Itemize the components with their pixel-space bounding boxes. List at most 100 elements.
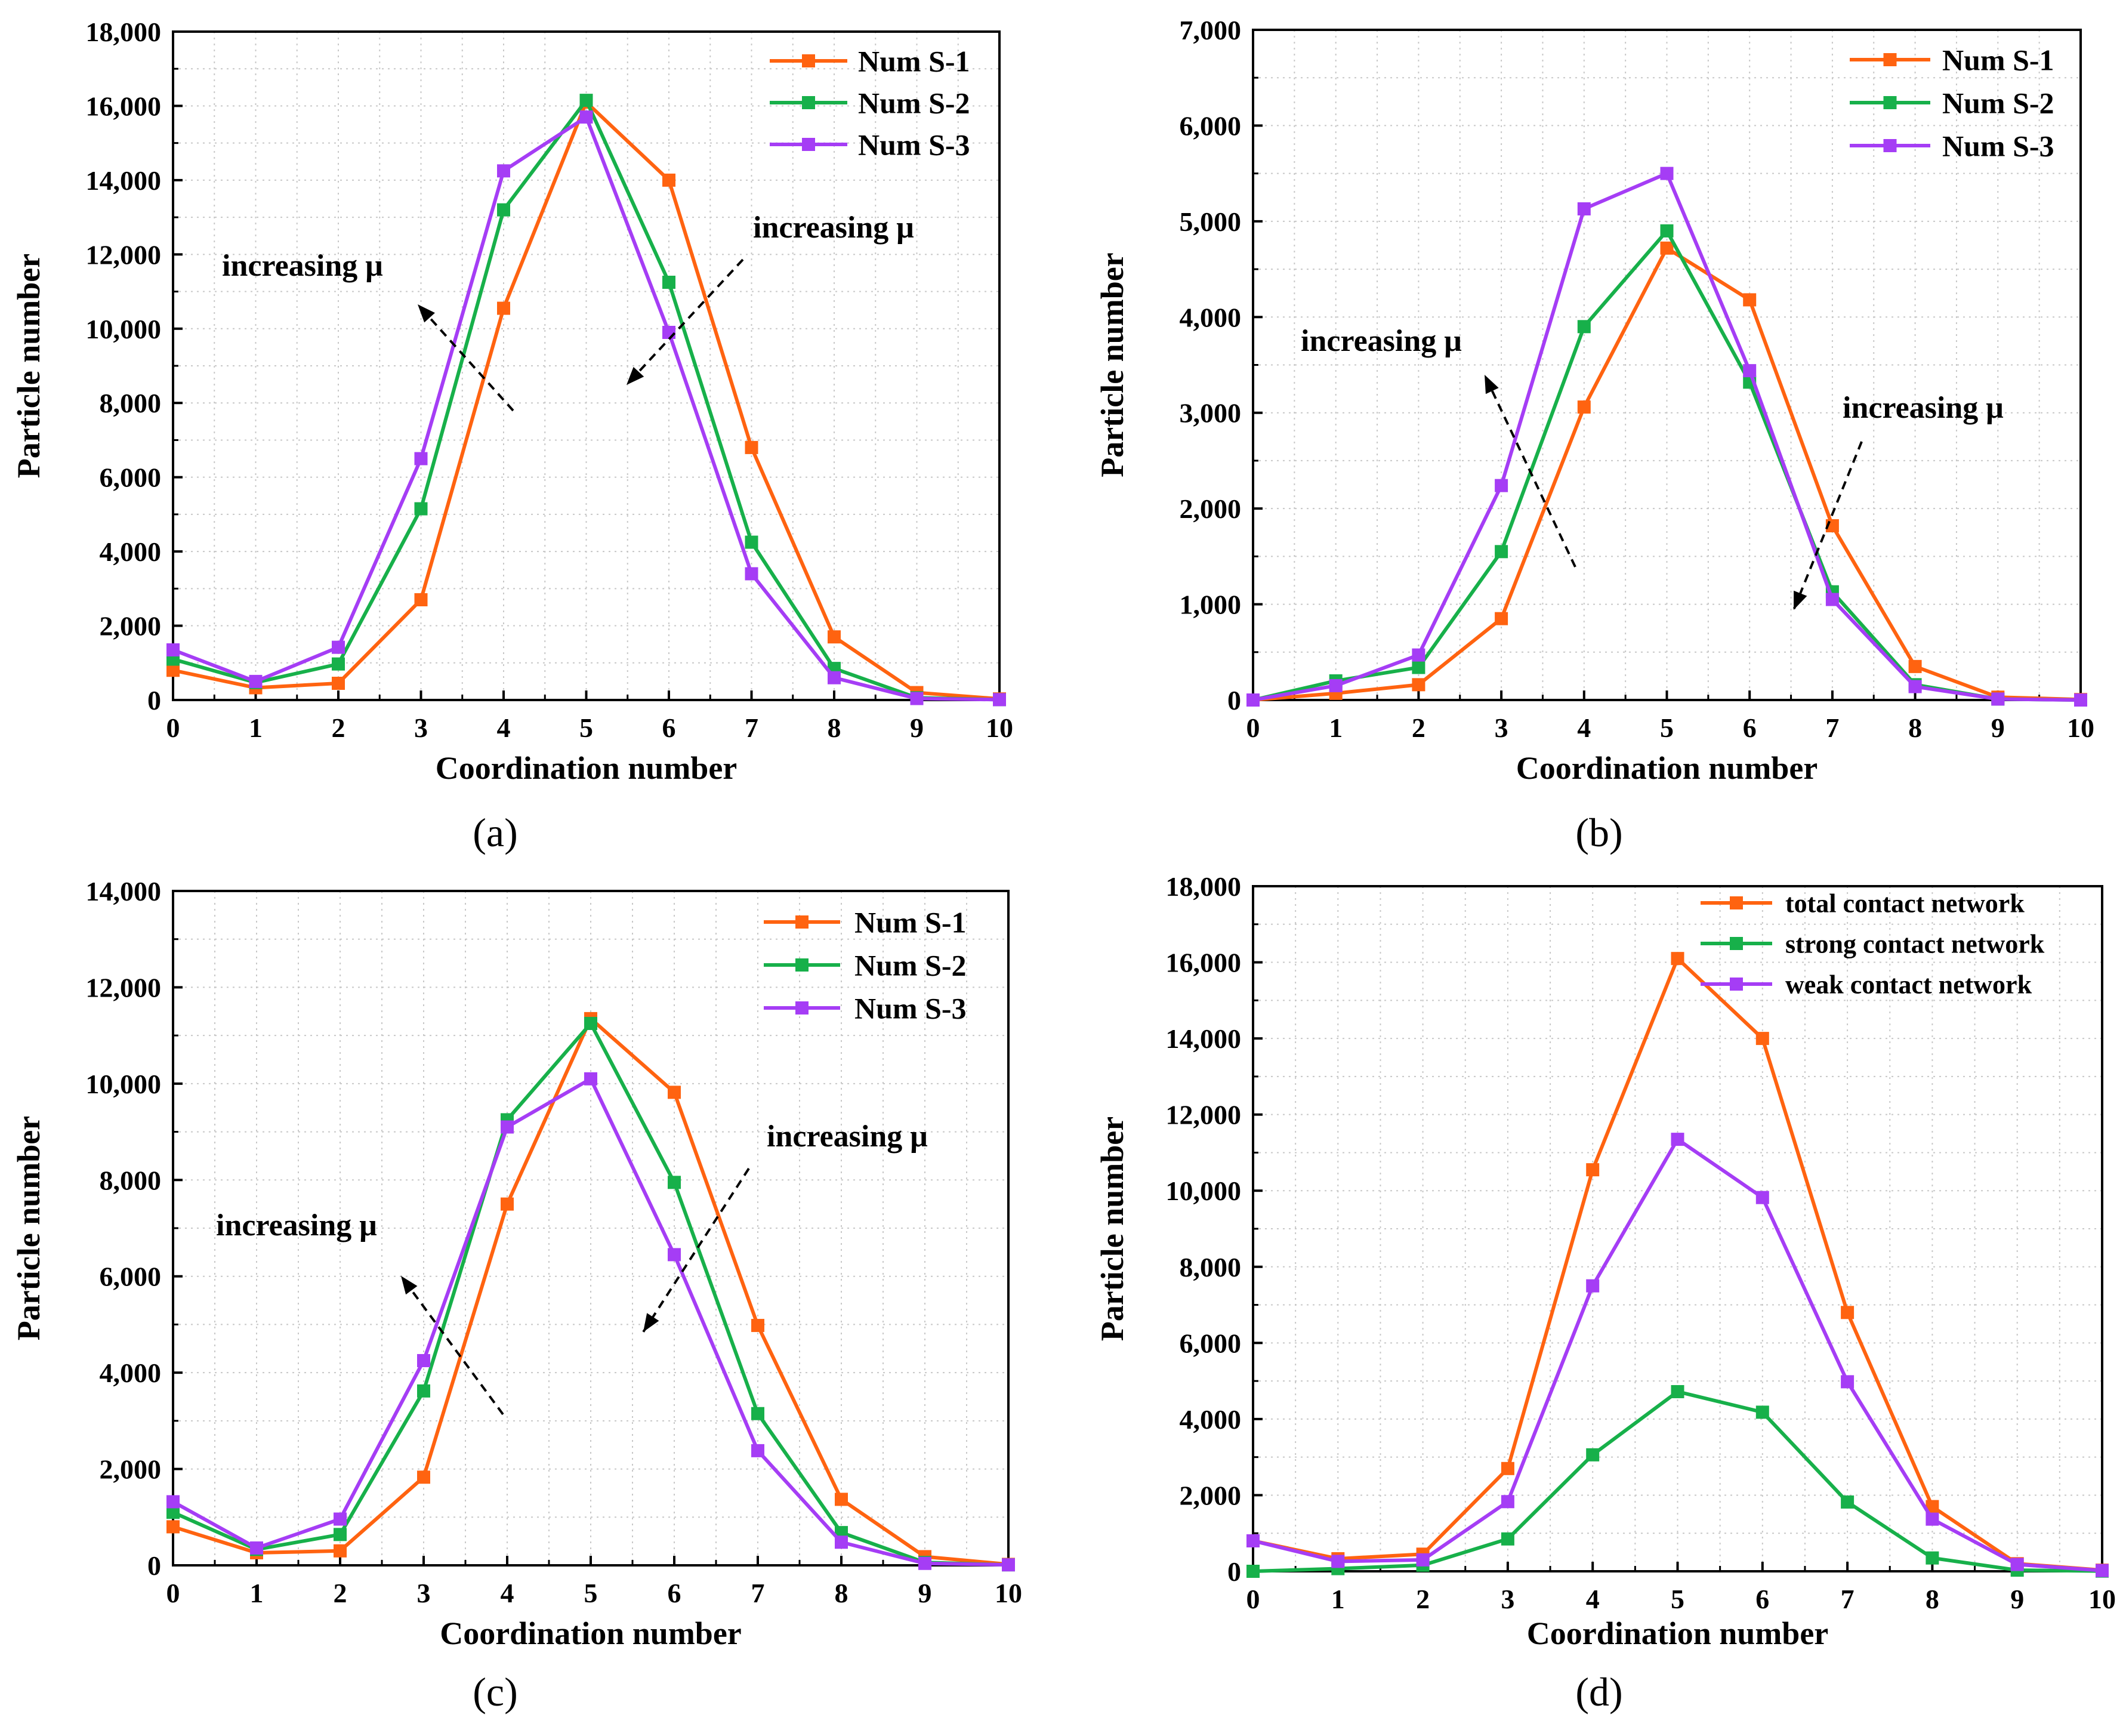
legend-label: weak contact network <box>1785 970 2032 999</box>
data-point <box>1501 1495 1514 1509</box>
x-tick-label: 10 <box>2088 1584 2116 1614</box>
grid <box>173 891 1008 1565</box>
arrowhead-icon <box>1485 375 1499 394</box>
x-tick-label: 4 <box>497 713 511 743</box>
x-tick-label: 2 <box>334 1578 347 1608</box>
y-axis-label: Particle number <box>1094 1117 1130 1341</box>
arrowhead-icon <box>401 1276 418 1295</box>
legend-marker <box>1883 53 1897 66</box>
data-point <box>1671 952 1684 966</box>
chart-panel-c: 0 1 2 3 4 5 6 7 8 9 10 0 2,000 4,000 6,000 8,000 10,000 1… <box>11 876 1022 1715</box>
data-point <box>1926 1551 1939 1565</box>
x-tick-label: 10 <box>986 713 1013 743</box>
data-point <box>1495 545 1508 559</box>
x-tick-label: 0 <box>166 1578 180 1608</box>
data-point <box>1246 1565 1260 1578</box>
annotation: increasing μ <box>625 211 914 386</box>
x-tick-label: 1 <box>249 713 263 743</box>
data-point <box>584 1016 597 1030</box>
y-tick-label: 10,000 <box>86 314 162 344</box>
y-tick-label: 8,000 <box>100 388 162 418</box>
data-point <box>166 643 180 656</box>
legend-marker <box>1730 978 1743 991</box>
y-tick-label: 14,000 <box>1166 1023 1242 1054</box>
data-point <box>1991 692 2005 706</box>
series-line <box>172 100 1000 701</box>
data-point <box>1743 293 1757 307</box>
x-axis-label: Coordination number <box>436 750 738 786</box>
y-axis-label: Particle number <box>11 1116 47 1340</box>
data-point <box>1660 241 1674 255</box>
data-point <box>249 674 263 688</box>
y-tick-label: 4,000 <box>1180 302 1242 332</box>
data-point <box>745 440 758 454</box>
x-tick-label: 3 <box>1501 1584 1514 1614</box>
data-point <box>417 1470 430 1484</box>
data-point <box>334 1528 347 1541</box>
y-tick-label: 0 <box>147 685 161 716</box>
legend-marker <box>795 915 809 929</box>
panel-caption: (c) <box>473 1669 517 1715</box>
y-tick-label: 0 <box>1227 1556 1241 1587</box>
series-line <box>1252 229 2081 702</box>
legend-marker <box>1883 96 1897 109</box>
data-point <box>332 657 345 671</box>
legend-marker <box>1883 139 1897 152</box>
data-point <box>1246 1534 1260 1547</box>
annotation-arrow <box>416 303 514 412</box>
x-tick-label: 1 <box>1329 713 1343 743</box>
y-tick-label: 4,000 <box>100 1358 162 1388</box>
y-tick-label: 7,000 <box>1180 15 1242 45</box>
series-2 <box>1246 166 2087 707</box>
annotation: increasing μ <box>1792 391 2004 610</box>
data-point <box>910 692 924 705</box>
data-point <box>414 593 428 606</box>
data-point <box>1416 1553 1430 1567</box>
data-point <box>497 301 510 315</box>
legend-label: strong contact network <box>1785 929 2045 958</box>
y-axis-label: Particle number <box>1094 252 1130 477</box>
legend-label: Num S-2 <box>854 949 967 982</box>
data-point <box>497 164 510 178</box>
data-point <box>417 1384 430 1398</box>
annotation-arrow <box>400 1275 504 1416</box>
panel-caption: (d) <box>1575 1669 1622 1715</box>
x-tick-label: 7 <box>745 713 758 743</box>
legend-label: Num S-3 <box>854 992 967 1025</box>
data-point <box>1577 320 1591 334</box>
data-point <box>668 1248 681 1262</box>
data-point <box>751 1444 764 1457</box>
y-tick-label: 1,000 <box>1180 590 1242 620</box>
data-point <box>1908 680 1922 693</box>
series-line <box>172 98 1000 702</box>
data-point <box>835 1493 848 1506</box>
data-point <box>2096 1564 2109 1577</box>
data-point <box>1331 1555 1345 1568</box>
y-tick-label: 3,000 <box>1180 398 1242 428</box>
legend-label: Num S-1 <box>854 906 967 939</box>
data-point <box>584 1072 597 1086</box>
data-point <box>745 535 758 549</box>
y-tick-label: 10,000 <box>1166 1176 1242 1206</box>
data-point <box>662 173 675 187</box>
data-point <box>1755 1405 1769 1419</box>
x-tick-label: 8 <box>828 713 841 743</box>
data-point <box>745 567 758 581</box>
legend-marker <box>795 1001 809 1015</box>
data-point <box>828 630 841 644</box>
y-tick-label: 6,000 <box>1180 110 1242 141</box>
arrowhead-icon <box>418 304 435 323</box>
y-tick-label: 5,000 <box>1180 206 1242 237</box>
legend: Num S-1 Num S-2 Num S-3 <box>770 45 970 162</box>
data-point <box>414 452 428 465</box>
annotation-arrow <box>1483 374 1576 568</box>
data-point <box>1755 1032 1769 1046</box>
data-point <box>1329 679 1343 692</box>
data-point <box>1841 1375 1855 1389</box>
legend-label: Num S-1 <box>858 45 970 78</box>
series-line <box>1252 246 2081 702</box>
data-point <box>1586 1448 1600 1461</box>
x-tick-label: 6 <box>1743 713 1757 743</box>
data-point <box>1495 479 1508 492</box>
data-point <box>166 1506 180 1519</box>
